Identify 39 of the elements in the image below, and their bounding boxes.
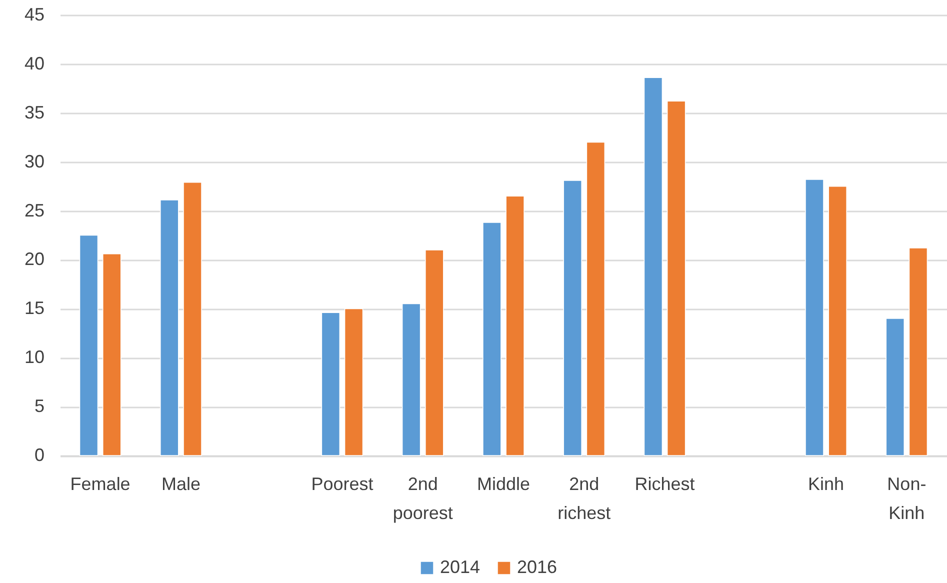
x-tick-label: Female xyxy=(70,474,130,494)
bar xyxy=(160,200,179,456)
bar xyxy=(586,142,606,456)
bar xyxy=(805,179,824,456)
bar xyxy=(666,100,686,456)
y-tick-label: 15 xyxy=(24,298,44,318)
legend-label: 2016 xyxy=(517,557,558,577)
x-tick-label: Kinh xyxy=(808,474,844,494)
bar xyxy=(183,182,202,456)
bar xyxy=(402,303,421,456)
y-tick-label: 10 xyxy=(24,347,44,368)
x-tick-label: Non-Kinh xyxy=(887,474,926,523)
bar xyxy=(563,180,582,456)
y-tick-label: 30 xyxy=(24,151,44,172)
legend-label: 2014 xyxy=(440,557,480,577)
x-tick-label: 2nd richest xyxy=(558,474,611,523)
y-tick-label: 20 xyxy=(24,249,44,270)
x-tick-label: Richest xyxy=(634,474,695,494)
bar xyxy=(102,253,122,456)
bar xyxy=(886,318,905,456)
bar xyxy=(644,77,663,456)
y-tick-label: 40 xyxy=(24,53,44,74)
bar xyxy=(908,248,928,456)
bar xyxy=(482,222,502,456)
x-tick-label: 2nd poorest xyxy=(392,474,453,523)
bar xyxy=(344,308,364,456)
y-tick-label: 45 xyxy=(24,4,44,24)
y-tick-label: 25 xyxy=(24,200,44,220)
y-tick-label: 0 xyxy=(34,445,44,465)
x-tick-label: Poorest xyxy=(311,474,374,494)
bar xyxy=(79,234,98,456)
y-tick-label: 35 xyxy=(24,102,44,122)
x-tick-label: Middle xyxy=(476,474,530,494)
bar xyxy=(425,250,444,456)
x-tick-label: Male xyxy=(161,474,200,494)
bar xyxy=(828,186,848,456)
bar xyxy=(321,312,340,456)
bar xyxy=(506,196,524,456)
y-tick-label: 5 xyxy=(34,396,44,416)
